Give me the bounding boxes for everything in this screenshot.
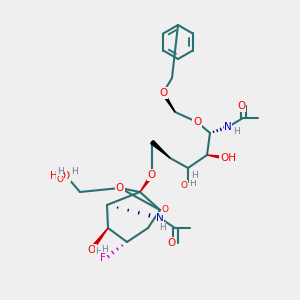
Text: H: H: [190, 179, 196, 188]
Text: O: O: [161, 206, 169, 214]
Text: H: H: [159, 223, 165, 232]
Text: O: O: [181, 181, 188, 190]
Text: O: O: [148, 170, 156, 180]
Text: O: O: [167, 238, 175, 248]
Text: OH: OH: [220, 153, 236, 163]
Text: O: O: [62, 171, 70, 181]
Text: O: O: [88, 245, 96, 255]
Text: HO: HO: [50, 171, 66, 181]
Text: H: H: [234, 128, 240, 136]
Text: H: H: [96, 247, 102, 256]
Text: F: F: [100, 253, 106, 263]
Text: O: O: [159, 88, 167, 98]
Polygon shape: [207, 155, 226, 160]
Text: O: O: [193, 117, 201, 127]
Polygon shape: [162, 92, 175, 112]
Polygon shape: [140, 174, 153, 192]
Text: N: N: [224, 122, 232, 132]
Text: H: H: [192, 170, 198, 179]
Text: O: O: [56, 176, 64, 184]
Polygon shape: [151, 140, 170, 158]
Text: H: H: [57, 167, 63, 176]
Text: O: O: [237, 101, 245, 111]
Polygon shape: [94, 228, 108, 246]
Text: O: O: [148, 170, 156, 180]
Text: H: H: [70, 167, 77, 176]
Text: N: N: [156, 213, 164, 223]
Text: H: H: [102, 245, 108, 254]
Text: O: O: [116, 183, 124, 193]
